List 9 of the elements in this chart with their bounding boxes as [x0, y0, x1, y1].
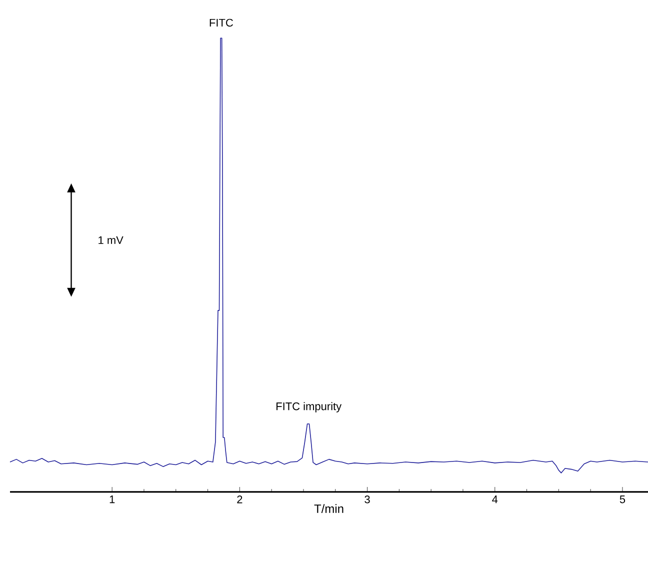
x-tick-label: 1: [110, 496, 115, 504]
annotation: 1 mV: [98, 236, 124, 244]
x-tick-label: 5: [620, 496, 626, 504]
annotation: FITC impurity: [276, 402, 342, 412]
annotation: FITC: [210, 18, 233, 27]
x-tick-label: 4: [492, 496, 498, 504]
x-axis-title: T/min: [314, 504, 344, 513]
x-tick-label: 2: [237, 496, 242, 504]
x-tick-label: 3: [364, 496, 370, 504]
